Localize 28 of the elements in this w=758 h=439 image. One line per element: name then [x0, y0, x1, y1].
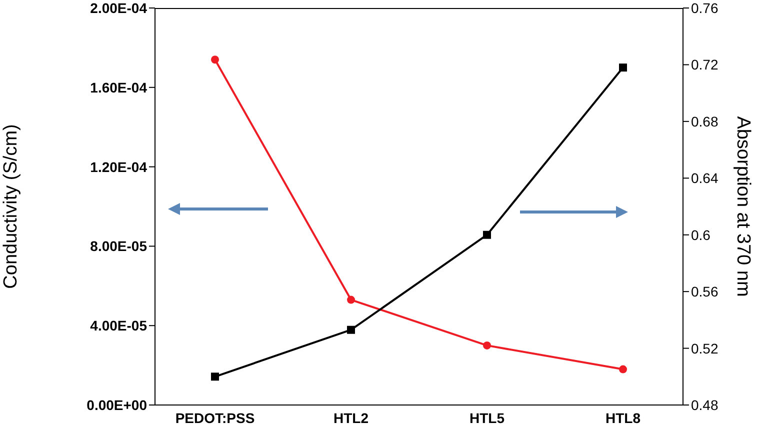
- x-tick-label: HTL2: [334, 410, 369, 426]
- point: [347, 296, 355, 304]
- y-tick-label: 0.00E+00: [86, 396, 148, 413]
- y-axis-title: Conductivity (S/cm): [0, 124, 22, 289]
- y2-tick-label: 0.72: [691, 56, 718, 73]
- point: [347, 326, 355, 334]
- y2-tick-label: 0.76: [691, 0, 718, 16]
- point: [211, 56, 219, 64]
- x-tick-label: PEDOT:PSS: [175, 410, 255, 426]
- y2-tick-label: 0.6: [691, 226, 711, 243]
- y2-tick-label: 0.48: [691, 396, 718, 413]
- point: [483, 230, 491, 239]
- y-tick-label: 8.00E-05: [90, 238, 148, 254]
- point: [619, 64, 627, 72]
- y2-tick-label: 0.56: [691, 284, 718, 300]
- y2-tick-label: 0.64: [691, 170, 718, 186]
- point: [619, 365, 627, 374]
- point: [211, 372, 219, 381]
- y-tick-label: 4.00E-05: [90, 318, 148, 334]
- y-tick-label: 2.00E-04: [90, 0, 148, 16]
- y-tick-label: 1.60E-04: [90, 79, 148, 96]
- y2-tick-label: 0.68: [691, 113, 718, 130]
- x-tick-label: HTL5: [470, 410, 505, 426]
- x-tick-label: HTL8: [606, 410, 641, 426]
- y2-tick-label: 0.52: [691, 340, 718, 356]
- y2-axis-title: Absorption at 370 nm: [732, 116, 754, 297]
- y-tick-label: 1.20E-04: [90, 158, 148, 175]
- point: [483, 341, 491, 350]
